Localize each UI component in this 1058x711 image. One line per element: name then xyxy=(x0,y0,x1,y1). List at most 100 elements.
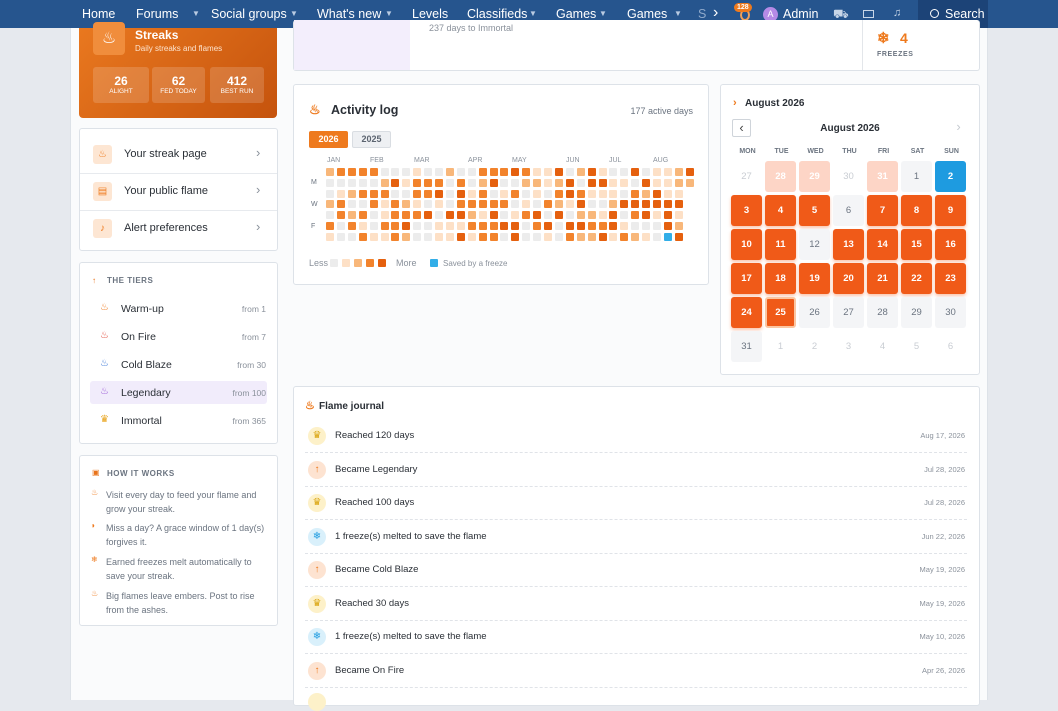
cart-icon[interactable]: ⛟ xyxy=(833,7,849,21)
day[interactable]: 16 xyxy=(935,229,966,260)
tiers-heading: THE TIERS xyxy=(107,276,154,285)
day[interactable]: 6 xyxy=(947,341,954,352)
day[interactable]: 3 xyxy=(731,195,762,226)
next-month[interactable]: › xyxy=(956,119,961,134)
link[interactable]: Your streak page xyxy=(124,148,207,160)
day[interactable]: 27 xyxy=(833,297,864,328)
day[interactable]: 4 xyxy=(765,195,796,226)
journal-icon: ♨ xyxy=(305,400,315,412)
day[interactable]: 31 xyxy=(731,331,762,362)
heat-cell xyxy=(576,232,585,241)
day[interactable]: 30 xyxy=(935,297,966,328)
heat-cell xyxy=(347,211,356,220)
heat-cell xyxy=(369,232,378,241)
heat-cell xyxy=(467,211,476,220)
day[interactable]: 1 xyxy=(777,341,784,352)
day[interactable]: 12 xyxy=(799,229,830,260)
day[interactable]: 1 xyxy=(901,161,932,192)
day[interactable]: 28 xyxy=(765,161,796,192)
heat-cell xyxy=(609,211,618,220)
heat-cell xyxy=(544,232,552,241)
nav-item[interactable]: Games xyxy=(556,7,597,21)
bell-icon[interactable]: ♫ xyxy=(893,7,902,19)
heat-cell xyxy=(554,189,563,198)
mail-icon[interactable] xyxy=(863,10,874,18)
day[interactable]: 17 xyxy=(731,263,762,294)
heat-cell xyxy=(424,200,433,209)
day[interactable]: 18 xyxy=(765,263,796,294)
progress-card: 237 days to Immortal ❄ 4 FREEZES xyxy=(293,20,980,71)
tier-from: from 7 xyxy=(241,332,266,342)
heat-cell xyxy=(522,178,531,187)
search[interactable]: Search xyxy=(945,7,985,21)
day[interactable]: 31 xyxy=(867,161,898,192)
day[interactable]: 25 xyxy=(765,297,796,328)
day[interactable]: 23 xyxy=(935,263,966,294)
year-tab[interactable]: 2026 xyxy=(309,131,348,148)
day[interactable]: 6 xyxy=(833,195,864,226)
day[interactable]: 27 xyxy=(741,171,752,182)
day[interactable]: 13 xyxy=(833,229,864,260)
day[interactable]: 2 xyxy=(935,161,966,192)
user-name[interactable]: Admin xyxy=(783,7,819,21)
heat-cell xyxy=(489,200,498,209)
heat-cell xyxy=(576,211,585,220)
day[interactable]: 28 xyxy=(867,297,898,328)
heat-cell xyxy=(435,178,443,187)
day[interactable]: 2 xyxy=(811,341,818,352)
day[interactable]: 5 xyxy=(913,341,920,352)
link[interactable]: Your public flame xyxy=(124,185,208,197)
nav-item[interactable]: Home xyxy=(82,7,116,21)
day[interactable]: 11 xyxy=(765,229,796,260)
day[interactable]: 5 xyxy=(799,195,830,226)
freeze-icon: ❄ xyxy=(877,30,890,47)
weekday: SAT xyxy=(910,148,925,155)
link[interactable]: Alert preferences xyxy=(124,222,208,234)
avatar[interactable]: A xyxy=(763,7,778,22)
day[interactable]: 9 xyxy=(935,195,966,226)
heat-cell xyxy=(653,200,661,209)
entry-icon: ❄ xyxy=(308,527,326,546)
day[interactable]: 20 xyxy=(833,263,864,294)
heat-cell xyxy=(489,189,498,198)
nav-item[interactable]: What's new xyxy=(317,7,382,21)
day[interactable]: 15 xyxy=(901,229,932,260)
day[interactable]: 29 xyxy=(799,161,830,192)
entry-icon: ♛ xyxy=(308,427,326,445)
calendar-icon: › xyxy=(733,97,737,109)
day[interactable]: 4 xyxy=(879,341,886,352)
day[interactable]: 26 xyxy=(799,297,830,328)
day[interactable]: 21 xyxy=(867,263,898,294)
search-icon[interactable] xyxy=(930,9,939,18)
day[interactable]: 10 xyxy=(731,229,762,260)
day[interactable]: 3 xyxy=(845,341,852,352)
day[interactable]: 24 xyxy=(731,297,762,328)
heat-cell xyxy=(369,178,378,187)
heat-cell xyxy=(631,178,640,187)
heat-cell xyxy=(391,222,400,230)
year-tab[interactable]: 2025 xyxy=(352,131,391,148)
nav-item[interactable]: Games xyxy=(627,7,668,21)
day[interactable]: 14 xyxy=(867,229,898,260)
nav-item[interactable]: Social groups xyxy=(211,7,287,21)
nav-more[interactable]: › xyxy=(713,4,719,21)
heat-cell xyxy=(467,168,476,176)
day[interactable]: 29 xyxy=(901,297,932,328)
heat-cell xyxy=(554,168,563,176)
nav-item[interactable]: Forums xyxy=(136,7,179,21)
prev-month[interactable]: ‹ xyxy=(732,119,751,137)
nav-item[interactable]: Classifieds xyxy=(467,7,528,21)
day[interactable]: 22 xyxy=(901,263,932,294)
day[interactable]: 19 xyxy=(799,263,830,294)
heat-cell xyxy=(326,211,334,220)
how-text: Big flames leave embers. Post to rise fr… xyxy=(106,591,255,615)
nav-item[interactable]: Levels xyxy=(412,7,449,21)
tier-icon: ♛ xyxy=(100,414,109,425)
nav-item[interactable]: S xyxy=(698,7,707,21)
day[interactable]: 30 xyxy=(843,171,854,182)
day[interactable]: 7 xyxy=(867,195,898,226)
heat-cell xyxy=(413,178,422,187)
heat-cell xyxy=(435,168,443,176)
stat-label: BEST RUN xyxy=(220,88,254,95)
day[interactable]: 8 xyxy=(901,195,932,226)
